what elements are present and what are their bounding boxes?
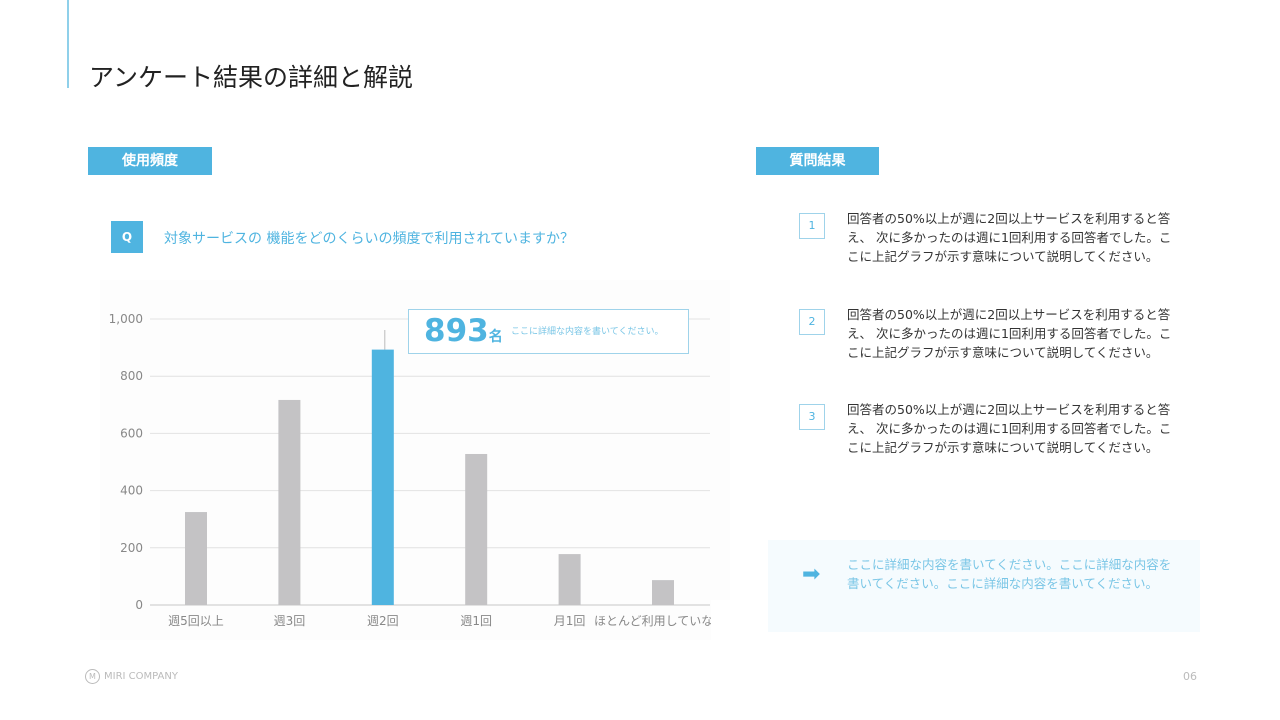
bar <box>371 349 394 605</box>
callout-text: ここに詳細な内容を書いてください。 <box>511 327 664 337</box>
x-tick-label: 週2回 <box>367 614 399 628</box>
bar <box>652 580 674 605</box>
bar <box>465 453 488 605</box>
section-tag-results: 質問結果 <box>756 147 879 175</box>
result-number: 1 <box>799 213 825 239</box>
y-tick-label: 800 <box>120 369 143 383</box>
x-tick-label: 月1回 <box>554 614 586 628</box>
page-number: 06 <box>1183 670 1197 683</box>
x-tick-label: ほとんど利用していな <box>594 614 713 628</box>
x-tick-label: 週5回以上 <box>168 614 224 628</box>
accent-line <box>67 0 69 88</box>
result-number: 2 <box>799 309 825 335</box>
result-text: 回答者の50%以上が週に2回以上サービスを利用すると答え、 次に多かったのは週に… <box>847 211 1172 264</box>
arrow-right-icon: ➡ <box>802 562 821 587</box>
y-tick-label: 400 <box>120 484 143 498</box>
company-logo: M MIRI COMPANY <box>85 669 178 684</box>
y-tick-label: 600 <box>120 426 143 440</box>
x-tick-label: 週1回 <box>460 614 492 628</box>
section-tag-usage: 使用頻度 <box>88 147 212 175</box>
bar <box>278 399 301 605</box>
x-tick-label: 週3回 <box>274 614 306 628</box>
logo-text: MIRI COMPANY <box>104 671 178 682</box>
result-number: 3 <box>799 404 825 430</box>
note-text: ここに詳細な内容を書いてください。ここに詳細な内容を書いてください。ここに詳細な… <box>847 557 1172 591</box>
y-tick-label: 0 <box>135 598 143 612</box>
page-title: アンケート結果の詳細と解説 <box>89 63 414 92</box>
bar <box>185 512 207 605</box>
chart-callout: 893名 ここに詳細な内容を書いてください。 <box>408 309 689 354</box>
y-tick-label: 200 <box>120 541 143 555</box>
result-text: 回答者の50%以上が週に2回以上サービスを利用すると答え、 次に多かったのは週に… <box>847 307 1172 360</box>
y-tick-label: 1,000 <box>109 312 143 326</box>
bar <box>558 554 581 605</box>
callout-value: 893名 <box>424 313 503 349</box>
question-badge: Q <box>111 221 143 253</box>
label-clip <box>711 600 741 640</box>
question-text: 対象サービスの 機能をどのくらいの頻度で利用されていますか？ <box>164 231 575 247</box>
note-box: ➡ ここに詳細な内容を書いてください。ここに詳細な内容を書いてください。ここに詳… <box>768 540 1200 632</box>
logo-mark: M <box>85 669 100 684</box>
result-text: 回答者の50%以上が週に2回以上サービスを利用すると答え、 次に多かったのは週に… <box>847 402 1172 455</box>
